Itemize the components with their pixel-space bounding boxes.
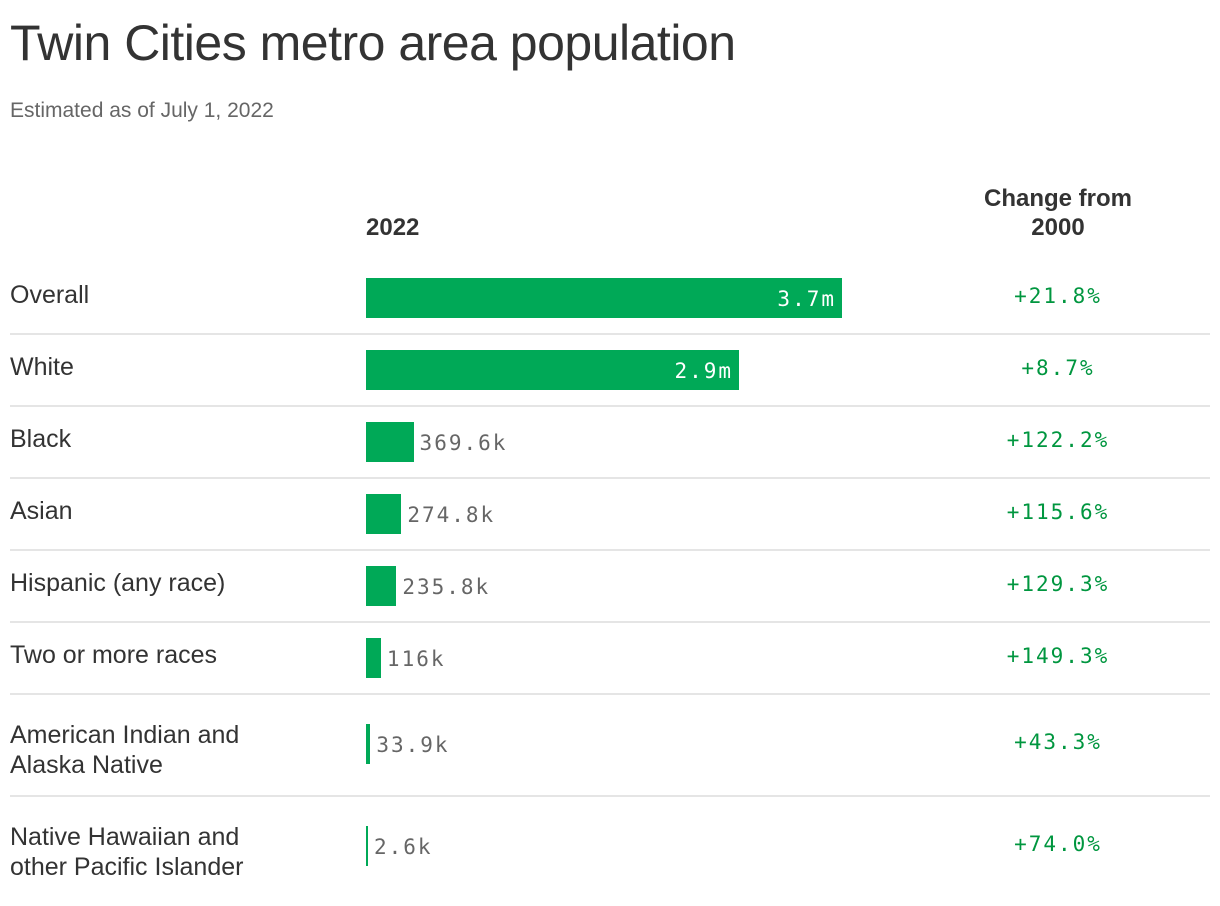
- row-label: Asian: [10, 497, 73, 525]
- row-label: American Indian and Alaska Native: [10, 721, 240, 779]
- row-label: Overall: [10, 281, 90, 309]
- value-label: 2.9m: [674, 359, 734, 383]
- bar: [366, 566, 397, 606]
- change-value: +8.7%: [1021, 356, 1095, 380]
- change-value: +21.8%: [1014, 284, 1102, 308]
- value-label: 116k: [386, 647, 446, 671]
- chart-title: Twin Cities metro area population: [10, 15, 736, 71]
- column-header-2022: 2022: [366, 214, 420, 241]
- row-divider: [10, 549, 1210, 551]
- row-label: Black: [10, 425, 72, 453]
- column-header-change: Change from 2000: [983, 185, 1132, 241]
- value-label: 235.8k: [402, 575, 491, 599]
- value-label: 3.7m: [777, 287, 836, 311]
- change-value: +43.3%: [1014, 730, 1102, 754]
- row-label: Native Hawaiian and other Pacific Island…: [10, 823, 244, 881]
- change-value: +129.3%: [1006, 572, 1110, 596]
- row-divider: [10, 621, 1210, 623]
- value-label: 2.6k: [374, 835, 433, 859]
- bar: [366, 826, 368, 866]
- change-value: +115.6%: [1006, 500, 1110, 524]
- row-divider: [10, 333, 1210, 335]
- row-label: Two or more races: [10, 641, 218, 669]
- change-value: +74.0%: [1014, 832, 1102, 856]
- value-label: 274.8k: [407, 503, 496, 527]
- bar: [366, 422, 414, 462]
- row-label: Hispanic (any race): [10, 569, 226, 597]
- row-divider: [10, 795, 1210, 797]
- row-divider: [10, 405, 1210, 407]
- change-value: +122.2%: [1006, 428, 1110, 452]
- row-divider: [10, 477, 1210, 479]
- chart-subtitle: Estimated as of July 1, 2022: [10, 99, 274, 122]
- bar: [366, 724, 371, 764]
- bar: [366, 494, 402, 534]
- bar: [366, 350, 740, 390]
- row-divider: [10, 693, 1210, 695]
- value-label: 369.6k: [419, 431, 508, 455]
- row-label: White: [10, 353, 74, 381]
- bar: [366, 278, 842, 318]
- value-label: 33.9k: [376, 733, 450, 757]
- bar: [366, 638, 381, 678]
- change-value: +149.3%: [1006, 644, 1110, 668]
